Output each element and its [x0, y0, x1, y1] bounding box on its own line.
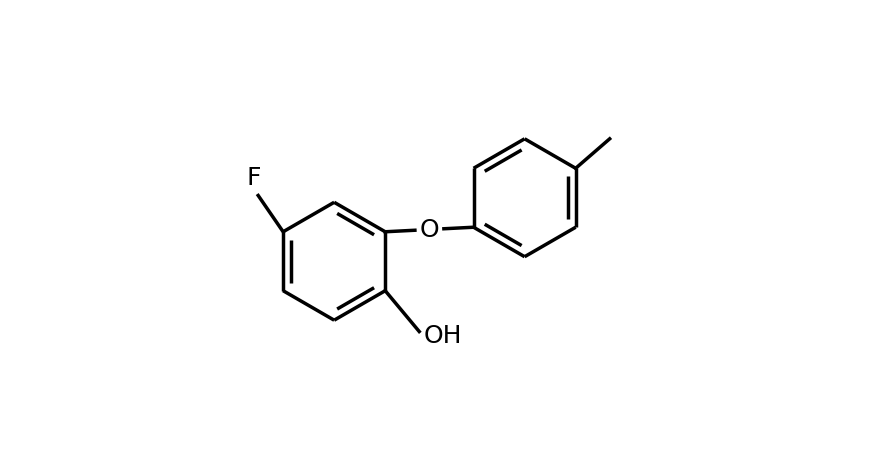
Text: OH: OH [424, 324, 462, 348]
Text: O: O [420, 218, 439, 241]
Text: F: F [246, 166, 260, 190]
